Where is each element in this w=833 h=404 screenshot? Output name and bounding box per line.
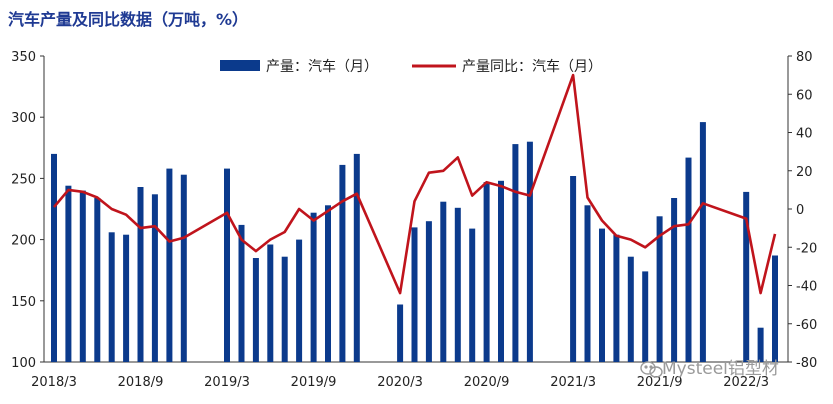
watermark-icon xyxy=(640,361,663,378)
bar xyxy=(613,234,620,362)
bar xyxy=(166,168,173,362)
x-tick-label: 2019/3 xyxy=(204,375,250,390)
x-tick-label: 2022/3 xyxy=(723,375,769,390)
legend-bar-label: 产量：汽车（月） xyxy=(266,58,378,75)
bar xyxy=(238,224,245,362)
bar xyxy=(267,244,274,362)
bar xyxy=(425,221,432,362)
bar xyxy=(757,327,764,362)
x-tick-label: 2020/3 xyxy=(377,375,423,390)
bar xyxy=(642,271,649,362)
bar xyxy=(469,228,476,362)
bar xyxy=(296,239,303,362)
left-tick-label: 100 xyxy=(11,356,36,371)
bar xyxy=(252,258,259,362)
x-tick-label: 2019/9 xyxy=(291,375,337,390)
bar xyxy=(281,256,288,362)
bar xyxy=(224,168,230,362)
bar xyxy=(137,187,144,362)
right-tick-label: -40 xyxy=(796,280,817,295)
bar xyxy=(512,144,519,362)
bar xyxy=(743,191,750,362)
x-tick-label: 2021/3 xyxy=(550,375,596,390)
bar xyxy=(526,141,533,362)
x-tick-label: 2018/3 xyxy=(31,375,77,390)
bar xyxy=(440,201,447,362)
right-tick-label: 60 xyxy=(796,88,813,103)
bar xyxy=(498,180,504,362)
bar xyxy=(339,164,346,362)
bar xyxy=(325,205,331,362)
right-tick-label: -20 xyxy=(796,241,817,256)
bar xyxy=(685,157,692,362)
left-tick-label: 200 xyxy=(11,234,36,249)
chart-title: 汽车产量及同比数据（万吨，%） xyxy=(8,10,249,29)
bar xyxy=(310,212,317,362)
bar xyxy=(599,228,605,362)
legend-bar-swatch xyxy=(220,60,260,71)
bar xyxy=(94,198,101,362)
bar xyxy=(397,304,404,362)
left-tick-label: 300 xyxy=(11,111,36,126)
left-tick-label: 250 xyxy=(11,172,36,187)
left-tick-label: 350 xyxy=(11,50,36,65)
right-tick-label: -80 xyxy=(796,356,817,371)
bar xyxy=(656,216,663,362)
bar xyxy=(570,176,577,362)
bar xyxy=(108,232,115,362)
bar xyxy=(65,185,72,362)
bar xyxy=(411,227,418,362)
bar-series xyxy=(51,122,778,362)
legend: 产量：汽车（月） 产量同比：汽车（月） xyxy=(220,58,602,75)
x-tick-label: 2018/9 xyxy=(118,375,164,390)
watermark-text: Mysteel铝型材 xyxy=(662,359,779,379)
bar xyxy=(123,234,130,362)
line-series xyxy=(53,73,777,295)
bar xyxy=(454,207,461,362)
bar xyxy=(671,198,678,362)
bar xyxy=(483,182,490,362)
bar xyxy=(772,255,778,362)
bar xyxy=(151,194,158,362)
yoy-line xyxy=(53,73,777,295)
bar xyxy=(584,205,591,362)
legend-line-label: 产量同比：汽车（月） xyxy=(462,58,602,75)
bar xyxy=(180,174,187,362)
right-tick-label: -60 xyxy=(796,318,817,333)
bar xyxy=(51,153,57,362)
bar xyxy=(627,256,634,362)
right-tick-label: 0 xyxy=(796,203,804,218)
bar xyxy=(79,190,86,362)
right-tick-label: 20 xyxy=(796,165,813,180)
right-tick-label: 80 xyxy=(796,50,813,65)
watermark: Mysteel铝型材 xyxy=(640,359,779,379)
x-tick-label: 2021/9 xyxy=(637,375,683,390)
bar xyxy=(699,122,706,362)
left-tick-label: 150 xyxy=(11,295,36,310)
bar xyxy=(353,153,360,362)
right-tick-label: 40 xyxy=(796,127,813,142)
tick-labels: 100 150 200 250 300 350 -80 -60 -40 -20 0 20 40 60 80 2… xyxy=(11,50,817,390)
x-tick-label: 2020/9 xyxy=(464,375,510,390)
